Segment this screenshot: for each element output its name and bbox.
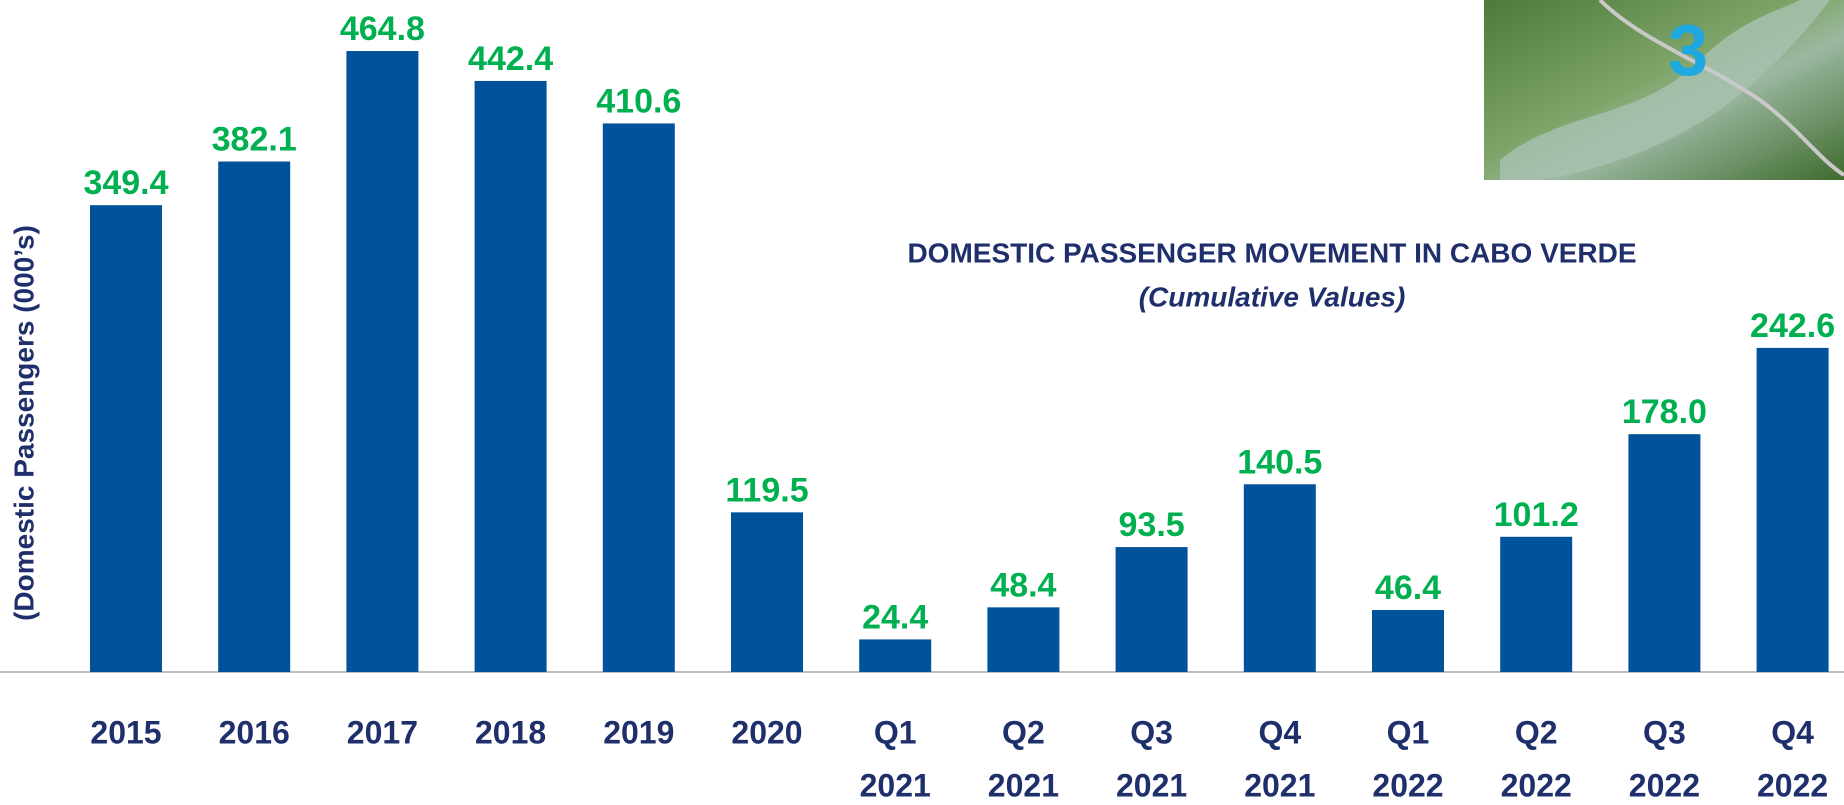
x-tick-label: 2018 — [475, 714, 546, 750]
x-tick-label: 2022 — [1757, 767, 1828, 803]
value-label: 382.1 — [212, 120, 297, 158]
chart: 3 DOMESTIC PASSENGER MOVEMENT IN CABO VE… — [0, 0, 1844, 805]
value-label: 46.4 — [1375, 569, 1441, 607]
x-tick-label: Q3 — [1130, 714, 1173, 750]
x-tick-label: Q4 — [1258, 714, 1301, 750]
chart-title: DOMESTIC PASSENGER MOVEMENT IN CABO VERD… — [907, 237, 1636, 268]
value-label: 101.2 — [1494, 496, 1579, 534]
x-tick-label: Q4 — [1771, 714, 1814, 750]
x-tick-label: Q1 — [1387, 714, 1430, 750]
x-tick-label: 2021 — [988, 767, 1059, 803]
x-tick-label: 2020 — [731, 714, 802, 750]
chart-subtitle: (Cumulative Values) — [1139, 281, 1406, 312]
bar — [1628, 434, 1700, 672]
bar — [346, 51, 418, 672]
x-tick-label: 2021 — [860, 767, 931, 803]
value-label: 410.6 — [596, 82, 681, 120]
bar — [859, 639, 931, 672]
bar — [1757, 348, 1829, 672]
value-label: 119.5 — [725, 471, 808, 509]
x-tick-label: 2015 — [90, 714, 161, 750]
bar — [1116, 547, 1188, 672]
page: 3 DOMESTIC PASSENGER MOVEMENT IN CABO VE… — [0, 0, 1844, 805]
x-tick-label: Q1 — [874, 714, 917, 750]
value-label: 442.4 — [468, 40, 553, 78]
bar — [987, 607, 1059, 672]
x-tick-label: Q3 — [1643, 714, 1686, 750]
x-tick-label: 2019 — [603, 714, 674, 750]
photo: 3 — [1484, 0, 1844, 180]
value-label: 48.4 — [990, 566, 1056, 604]
bar — [731, 512, 803, 672]
x-tick-label: Q2 — [1515, 714, 1558, 750]
x-tick-label: 2022 — [1501, 767, 1572, 803]
photo-badge: 3 — [1668, 11, 1708, 91]
x-tick-label: 2021 — [1116, 767, 1187, 803]
value-label: 464.8 — [340, 10, 425, 48]
value-label: 242.6 — [1750, 307, 1835, 345]
x-tick-label: 2016 — [219, 714, 290, 750]
x-tick-label: 2017 — [347, 714, 418, 750]
x-tick-label: Q2 — [1002, 714, 1045, 750]
bar — [1372, 610, 1444, 672]
x-tick-label: 2022 — [1629, 767, 1700, 803]
bar — [1244, 484, 1316, 672]
value-label: 178.0 — [1622, 393, 1707, 431]
value-label: 349.4 — [83, 164, 168, 202]
value-label: 140.5 — [1237, 443, 1322, 481]
value-label: 93.5 — [1119, 506, 1185, 544]
bar — [90, 205, 162, 672]
x-tick-label: 2022 — [1372, 767, 1443, 803]
bar — [218, 162, 290, 672]
bar — [475, 81, 547, 672]
x-tick-label: 2021 — [1244, 767, 1315, 803]
value-label: 24.4 — [862, 598, 928, 636]
y-axis-label: (Domestic Passengers (000’s) — [8, 225, 39, 621]
bar — [603, 123, 675, 672]
bar — [1500, 537, 1572, 672]
